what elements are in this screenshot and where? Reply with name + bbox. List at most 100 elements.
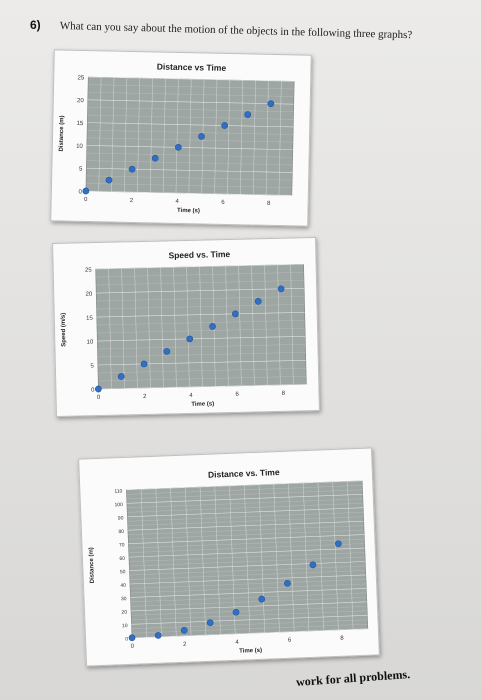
data-point: [206, 619, 214, 627]
grid-line-vertical: [238, 265, 242, 386]
x-tick-label: 2: [130, 198, 134, 204]
grid-line-minor: [96, 304, 305, 310]
data-point: [180, 627, 188, 634]
grid-line-horizontal: [86, 145, 293, 151]
grid-line-minor: [96, 320, 305, 326]
chart-title: Distance vs Time: [157, 61, 227, 72]
y-tick-label: 50: [120, 569, 126, 575]
y-tick-label: 60: [119, 556, 125, 562]
grid-line-minor: [98, 376, 307, 382]
data-point: [209, 323, 216, 330]
grid-line-vertical: [137, 78, 140, 193]
grid-line-vertical: [160, 267, 164, 388]
y-tick-label: 70: [119, 542, 125, 548]
grid-line-horizontal: [98, 383, 307, 390]
grid-line-horizontal: [126, 493, 363, 504]
grid-line-minor: [86, 137, 293, 143]
grid-line-minor: [127, 498, 363, 508]
question-text: What can you say about the motion of the…: [59, 20, 413, 42]
data-point: [309, 561, 317, 569]
y-tick-label: 0: [78, 189, 82, 195]
grid-line-vertical: [155, 488, 162, 637]
grid-line-minor: [130, 583, 367, 594]
data-point: [267, 100, 275, 108]
grid-line-minor: [131, 606, 368, 616]
grid-line-vertical: [185, 487, 192, 636]
grid-line-vertical: [278, 81, 282, 196]
grid-line-minor: [97, 352, 306, 358]
grid-line-minor: [129, 556, 366, 567]
y-tick-label: 110: [114, 489, 122, 495]
y-tick-label: 10: [87, 340, 94, 346]
y-axis-label: Speed (m/s): [61, 313, 68, 347]
y-tick-label: 100: [114, 502, 123, 508]
grid-line-vertical: [290, 264, 294, 385]
grid-line-minor: [87, 114, 294, 120]
grid-line-vertical: [317, 482, 324, 631]
grid-line-minor: [130, 592, 367, 603]
grid-line-horizontal: [132, 628, 368, 639]
grid-line-horizontal: [88, 76, 295, 82]
y-tick-label: 30: [121, 596, 127, 602]
grid-line-minor: [130, 579, 366, 589]
y-axis-label: Distance (m): [89, 547, 96, 583]
grid-line-vertical: [214, 486, 221, 635]
grid-line-vertical: [98, 77, 102, 192]
y-tick-label: 25: [85, 268, 92, 274]
grid-line-horizontal: [85, 190, 292, 196]
grid-line-vertical: [199, 487, 206, 635]
x-tick-label: 0: [84, 197, 88, 203]
x-tick-label: 8: [267, 201, 271, 207]
data-point: [128, 165, 136, 173]
grid-line-minor: [128, 543, 365, 553]
data-point: [232, 608, 240, 616]
chart-title: Speed vs. Time: [168, 249, 230, 260]
grid-line-minor: [127, 516, 364, 526]
grid-line-minor: [127, 512, 364, 522]
data-point: [198, 133, 205, 140]
grid-line-horizontal: [128, 534, 365, 544]
grid-line-vertical: [121, 268, 125, 389]
grid-line-vertical: [332, 481, 339, 630]
grid-line-vertical: [347, 481, 354, 630]
grid-line-vertical: [149, 78, 153, 193]
graph-card-3: Distance vs. Time 0 10 20 30 40 50 60 70 80 90 100 1…: [78, 447, 380, 667]
grid-line-horizontal: [129, 574, 366, 585]
x-tick-label: 4: [189, 393, 193, 399]
grid-line-horizontal: [131, 614, 368, 625]
graph-card-2: Speed vs. Time 0 5 10 15 20 25 0 2 4 6 8 Time (s) Spe…: [52, 237, 320, 417]
grid-line-horizontal: [129, 561, 366, 571]
grid-line-vertical: [175, 78, 179, 193]
x-tick-label: 4: [235, 640, 239, 646]
x-tick-label: 0: [97, 395, 101, 401]
data-point: [258, 595, 266, 603]
grid-line-minor: [129, 570, 366, 580]
data-point: [105, 176, 113, 184]
grid-line-vertical: [264, 265, 268, 386]
grid-line-minor: [131, 610, 368, 621]
x-tick-label: 0: [131, 644, 135, 650]
data-point: [244, 111, 252, 118]
grid-line-vertical: [214, 79, 218, 194]
question-number: 6): [30, 18, 41, 32]
y-tick-label: 5: [79, 167, 83, 173]
grid-line-vertical: [265, 80, 269, 195]
grid-line-vertical: [288, 483, 295, 632]
y-tick-label: 15: [86, 316, 93, 322]
grid-line-minor: [130, 597, 367, 607]
grid-line-vertical: [199, 266, 203, 387]
grid-line-vertical: [124, 77, 128, 192]
grid-line-minor: [96, 280, 304, 286]
grid-line-vertical: [186, 266, 190, 387]
grid-line-horizontal: [130, 601, 367, 612]
grid-line-horizontal: [95, 264, 304, 270]
y-tick-label: 10: [122, 623, 128, 629]
x-tick-label: 2: [143, 394, 147, 400]
y-tick-label: 20: [85, 292, 92, 298]
grid-line-minor: [128, 529, 365, 540]
grid-line-vertical: [111, 77, 115, 192]
grid-line-vertical: [302, 483, 310, 631]
grid-line-minor: [86, 160, 293, 166]
data-point: [140, 360, 148, 368]
grid-line-vertical: [277, 264, 281, 385]
